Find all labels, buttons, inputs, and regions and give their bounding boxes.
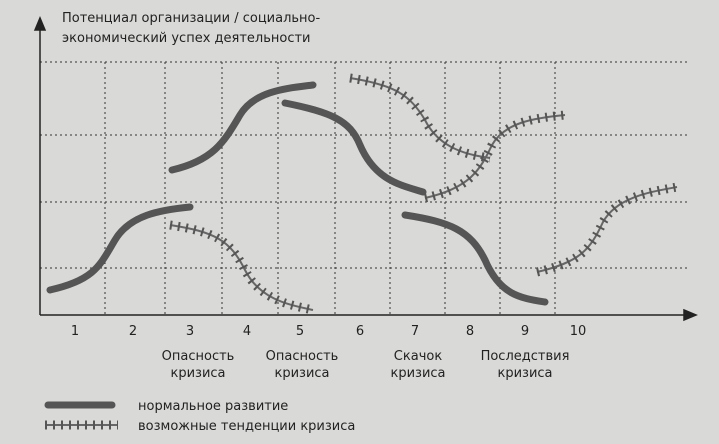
annotation: Скачок — [394, 349, 443, 364]
annotation: кризиса — [274, 366, 329, 381]
axis-label: экономический успех деятельности — [62, 31, 311, 46]
column-label: 7 — [411, 324, 419, 339]
legend-label: нормальное развитие — [138, 399, 288, 414]
grid — [40, 61, 690, 315]
legend-label: возможные тенденции кризиса — [138, 419, 355, 434]
legend: нормальное развитие возможные тенденции … — [44, 399, 355, 434]
column-label: 10 — [570, 324, 587, 339]
column-label: 9 — [521, 324, 529, 339]
annotation: кризиса — [497, 366, 552, 381]
curves — [46, 73, 678, 315]
column-label: 4 — [243, 324, 251, 339]
column-label: 2 — [129, 324, 137, 339]
annotation: Последствия — [481, 349, 570, 364]
column-label: 6 — [356, 324, 364, 339]
axes — [33, 16, 698, 322]
annotation: Опасность — [162, 349, 235, 364]
column-label: 1 — [71, 324, 79, 339]
axis-label: Потенциал организации / социально- — [62, 11, 321, 26]
annotation: кризиса — [170, 366, 225, 381]
column-label: 8 — [466, 324, 474, 339]
column-label: 3 — [186, 324, 194, 339]
annotation: кризиса — [390, 366, 445, 381]
column-label: 5 — [296, 324, 304, 339]
annotation: Опасность — [266, 349, 339, 364]
